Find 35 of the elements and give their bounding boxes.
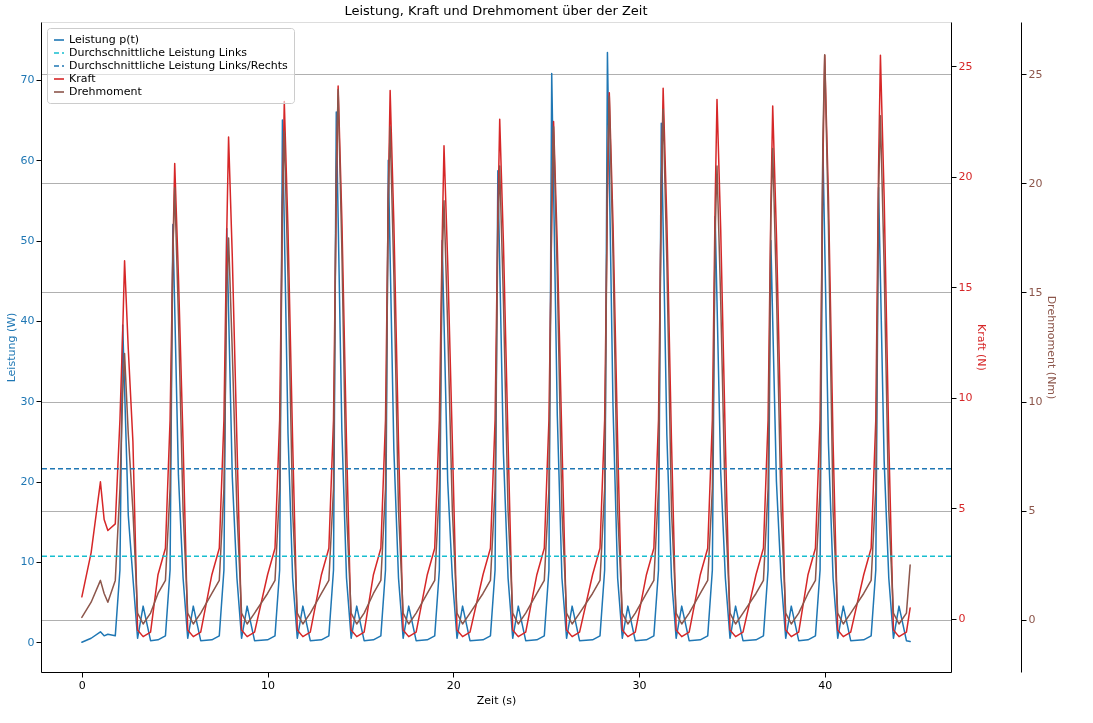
x-tick-label: 20 <box>446 678 461 692</box>
x-tick-label: 0 <box>78 678 86 692</box>
y-tick-label: 40 <box>20 314 35 328</box>
y3-tick-label: 15 <box>1028 285 1043 299</box>
x-tick-label: 10 <box>261 678 276 692</box>
y2-tick-label: 25 <box>958 59 973 73</box>
legend-label: Leistung p(t) <box>69 33 140 46</box>
y3-tick-label: 20 <box>1028 176 1043 190</box>
y-tick-label: 50 <box>20 234 35 248</box>
y3-tick-label: 0 <box>1028 613 1036 627</box>
y3-axis-title: Drehmoment (Nm) <box>1045 295 1059 400</box>
y3-tick-label: 5 <box>1028 504 1036 518</box>
legend-label: Drehmoment <box>69 85 143 98</box>
chart-title: Leistung, Kraft und Drehmoment über der Zeit <box>344 3 648 18</box>
y-tick-label: 30 <box>20 394 35 408</box>
x-tick-label: 30 <box>632 678 647 692</box>
x-tick-label: 40 <box>818 678 833 692</box>
y2-tick-label: 10 <box>958 391 973 405</box>
y-tick-label: 60 <box>20 153 35 167</box>
y-axis-title: Leistung (W) <box>4 312 18 383</box>
y-tick-label: 20 <box>20 475 35 489</box>
y2-tick-label: 0 <box>958 612 966 626</box>
y2-axis-title: Kraft (N) <box>975 324 989 371</box>
y-tick-label: 10 <box>20 555 35 569</box>
legend-label: Durchschnittliche Leistung Links/Rechts <box>69 59 288 72</box>
y3-tick-label: 25 <box>1028 67 1043 81</box>
y-tick-label: 0 <box>27 635 35 649</box>
x-axis-title: Zeit (s) <box>476 693 517 707</box>
y2-tick-label: 5 <box>958 501 966 515</box>
y2-tick-label: 15 <box>958 280 973 294</box>
legend-label: Kraft <box>69 72 97 85</box>
y-tick-label: 70 <box>20 73 35 87</box>
y3-tick-label: 10 <box>1028 395 1043 409</box>
legend-label: Durchschnittliche Leistung Links <box>69 46 248 59</box>
y2-tick-label: 20 <box>958 170 973 184</box>
